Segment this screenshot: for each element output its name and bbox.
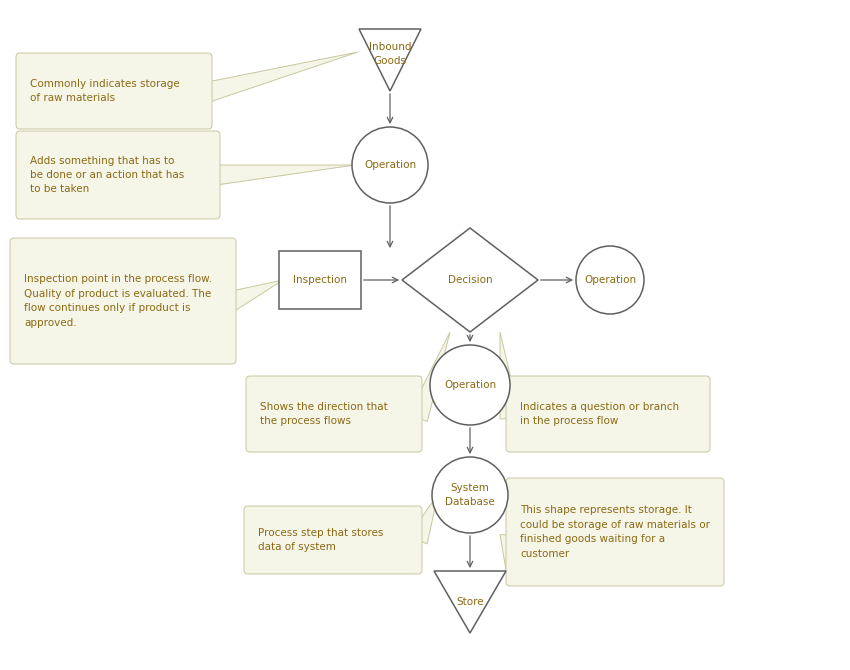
Text: Inbound
Goods: Inbound Goods [369, 42, 411, 66]
Text: Inspection point in the process flow.
Quality of product is evaluated. The
flow : Inspection point in the process flow. Qu… [24, 275, 212, 328]
Polygon shape [409, 332, 450, 421]
Circle shape [432, 457, 508, 533]
Text: System
Database: System Database [445, 483, 495, 507]
Text: This shape represents storage. It
could be storage of raw materials or
finished : This shape represents storage. It could … [520, 505, 710, 559]
Polygon shape [434, 571, 506, 633]
FancyBboxPatch shape [506, 478, 724, 586]
FancyBboxPatch shape [10, 238, 236, 364]
FancyBboxPatch shape [279, 251, 361, 309]
FancyBboxPatch shape [506, 376, 710, 452]
Text: Process step that stores
data of system: Process step that stores data of system [258, 528, 383, 552]
Circle shape [576, 246, 644, 314]
Polygon shape [359, 29, 421, 91]
Text: Inspection: Inspection [293, 275, 347, 285]
Text: Operation: Operation [444, 380, 496, 390]
Text: Adds something that has to
be done or an action that has
to be taken: Adds something that has to be done or an… [30, 155, 184, 194]
FancyBboxPatch shape [16, 53, 212, 129]
Text: Store: Store [456, 597, 484, 607]
Polygon shape [228, 280, 283, 310]
Text: Decision: Decision [448, 275, 492, 285]
FancyBboxPatch shape [246, 376, 422, 452]
Polygon shape [206, 52, 358, 102]
Circle shape [430, 345, 510, 425]
Text: Commonly indicates storage
of raw materials: Commonly indicates storage of raw materi… [30, 79, 179, 103]
Circle shape [352, 127, 428, 203]
Text: Operation: Operation [584, 275, 636, 285]
Polygon shape [215, 165, 355, 185]
FancyBboxPatch shape [244, 506, 422, 574]
Polygon shape [409, 494, 438, 544]
Polygon shape [500, 535, 520, 582]
Polygon shape [500, 332, 520, 419]
Text: Indicates a question or branch
in the process flow: Indicates a question or branch in the pr… [520, 402, 679, 426]
Text: Operation: Operation [364, 160, 416, 170]
Polygon shape [402, 228, 538, 332]
FancyBboxPatch shape [16, 131, 220, 219]
Text: Shows the direction that
the process flows: Shows the direction that the process flo… [260, 402, 388, 426]
